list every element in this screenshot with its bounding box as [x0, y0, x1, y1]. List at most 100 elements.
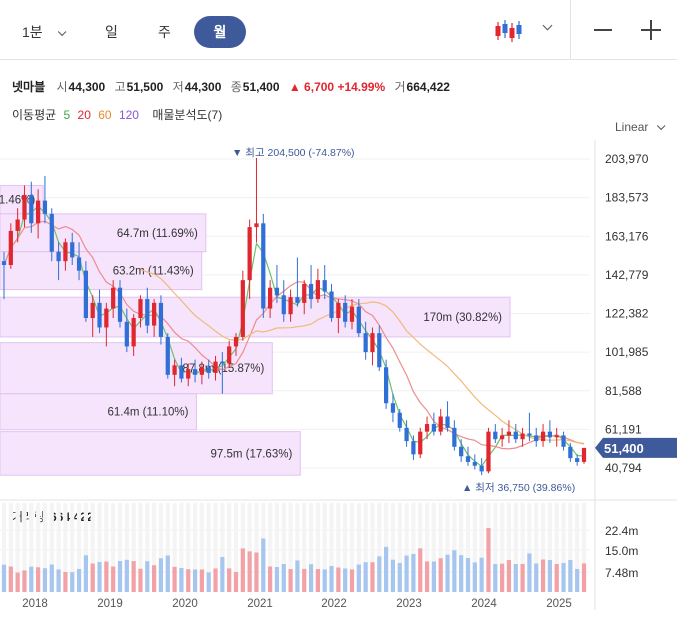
candle-body [561, 435, 566, 447]
volume-tick-label: 15.0m [605, 544, 638, 558]
moving-average-line [140, 269, 585, 444]
y-tick-label: 183,573 [605, 191, 649, 205]
volume-bar [254, 552, 259, 592]
candle-body [206, 367, 211, 373]
candle-body [500, 435, 505, 440]
volume-bar [15, 572, 20, 592]
volume-tick-label: 7.48m [605, 566, 638, 580]
x-tick-label: 2021 [247, 598, 273, 610]
candle-body [459, 446, 464, 457]
change-value: ▲ 6,700 [288, 80, 335, 94]
high-label: 고 [114, 80, 126, 94]
volume-bar [554, 563, 559, 592]
toolbar-divider [570, 0, 571, 60]
volume-bar [322, 569, 327, 592]
tab-day[interactable]: 일 [105, 24, 118, 40]
volume-tick-label: 22.4m [605, 524, 638, 538]
y-tick-label: 163,176 [605, 229, 649, 243]
candle-body [308, 283, 314, 300]
candle-body [152, 302, 157, 326]
volume-bar [158, 558, 164, 592]
volume-bar [247, 551, 252, 592]
candle-body [165, 336, 170, 375]
candle-body [8, 230, 13, 265]
candle-body [213, 361, 218, 373]
max-price-annotation: ▼ 최고 204,500 (-74.87%) [232, 147, 355, 159]
tab-month[interactable]: 월 [194, 16, 246, 48]
candle-body [124, 321, 129, 347]
zoom-out-icon[interactable] [594, 29, 612, 31]
volume-bar [384, 546, 389, 592]
candle-body [424, 424, 430, 432]
y-tick-label: 101,985 [605, 345, 649, 359]
zoom-in-icon[interactable] [641, 20, 661, 40]
candle-body [179, 365, 184, 379]
candle-body [315, 280, 320, 300]
volume-bar [520, 563, 525, 592]
volume-bar [288, 568, 293, 592]
candle-body [384, 367, 389, 404]
volume-bar [308, 564, 314, 592]
interval-selector[interactable]: 1분 [22, 18, 67, 46]
candle-body [547, 431, 552, 438]
volume-bar [568, 559, 573, 592]
candle-body [111, 287, 116, 309]
candle-body [397, 412, 402, 428]
candle-body [227, 346, 232, 364]
volume-bar [527, 553, 532, 592]
ma-label[interactable]: 이동평균 [12, 108, 57, 122]
volume-bar [111, 566, 116, 592]
candle-body [411, 441, 416, 455]
candle-body [15, 219, 20, 231]
candle-body [520, 433, 525, 440]
candle-body [404, 427, 409, 442]
candle-body [438, 416, 443, 432]
scale-label: Linear [615, 120, 649, 134]
volume-bar [459, 555, 464, 592]
candle-body [268, 287, 273, 309]
volume-profile-bar [0, 393, 197, 431]
candle-body [274, 287, 280, 296]
candle-body [131, 318, 136, 347]
volume-bar [445, 554, 450, 592]
volume-bar [145, 561, 150, 592]
candle-body [1, 261, 7, 265]
quote-line: 넷마블 시44,300 고51,500 저44,300 종51,400 ▲ 6,… [12, 78, 456, 95]
volume-bar [233, 571, 239, 592]
volume-bar [418, 548, 423, 592]
candle-body [486, 431, 491, 472]
candle-body [493, 431, 498, 440]
candle-body [568, 446, 573, 459]
candle-body [445, 416, 450, 428]
tab-week[interactable]: 주 [158, 24, 171, 40]
candle-body [97, 302, 102, 328]
volume-bar [356, 564, 361, 592]
scale-selector[interactable]: Linear [615, 120, 666, 134]
volume-bar [534, 563, 539, 592]
close-value: 51,400 [242, 80, 280, 94]
candle-body [465, 456, 471, 462]
volume-bar [411, 553, 416, 592]
high-value: 51,500 [126, 80, 164, 94]
candle-body [349, 306, 355, 322]
candle-body [370, 333, 375, 353]
volume-profile-label[interactable]: 매물분석도(7) [152, 108, 223, 122]
candle-body [145, 299, 150, 326]
volume-profile-bar [0, 431, 301, 476]
volume-bar [561, 562, 566, 592]
volume-bar [90, 563, 95, 592]
candle-body [104, 308, 109, 328]
candle-body [158, 302, 164, 337]
volume-bar [1, 564, 7, 592]
volume-value: 664,422 [406, 80, 450, 94]
volume-bar [240, 548, 245, 592]
x-tick-label: 2018 [22, 598, 48, 610]
volume-bar [315, 568, 320, 592]
volume-bar [363, 562, 368, 592]
candle-body [22, 194, 27, 220]
candle-body [418, 431, 423, 455]
annotations: ▼ 최고 204,500 (-74.87%) ▲ 최저 36,750 (39.86… [232, 147, 575, 494]
volume-bar [172, 566, 177, 592]
candlestick-icon[interactable] [494, 18, 524, 44]
